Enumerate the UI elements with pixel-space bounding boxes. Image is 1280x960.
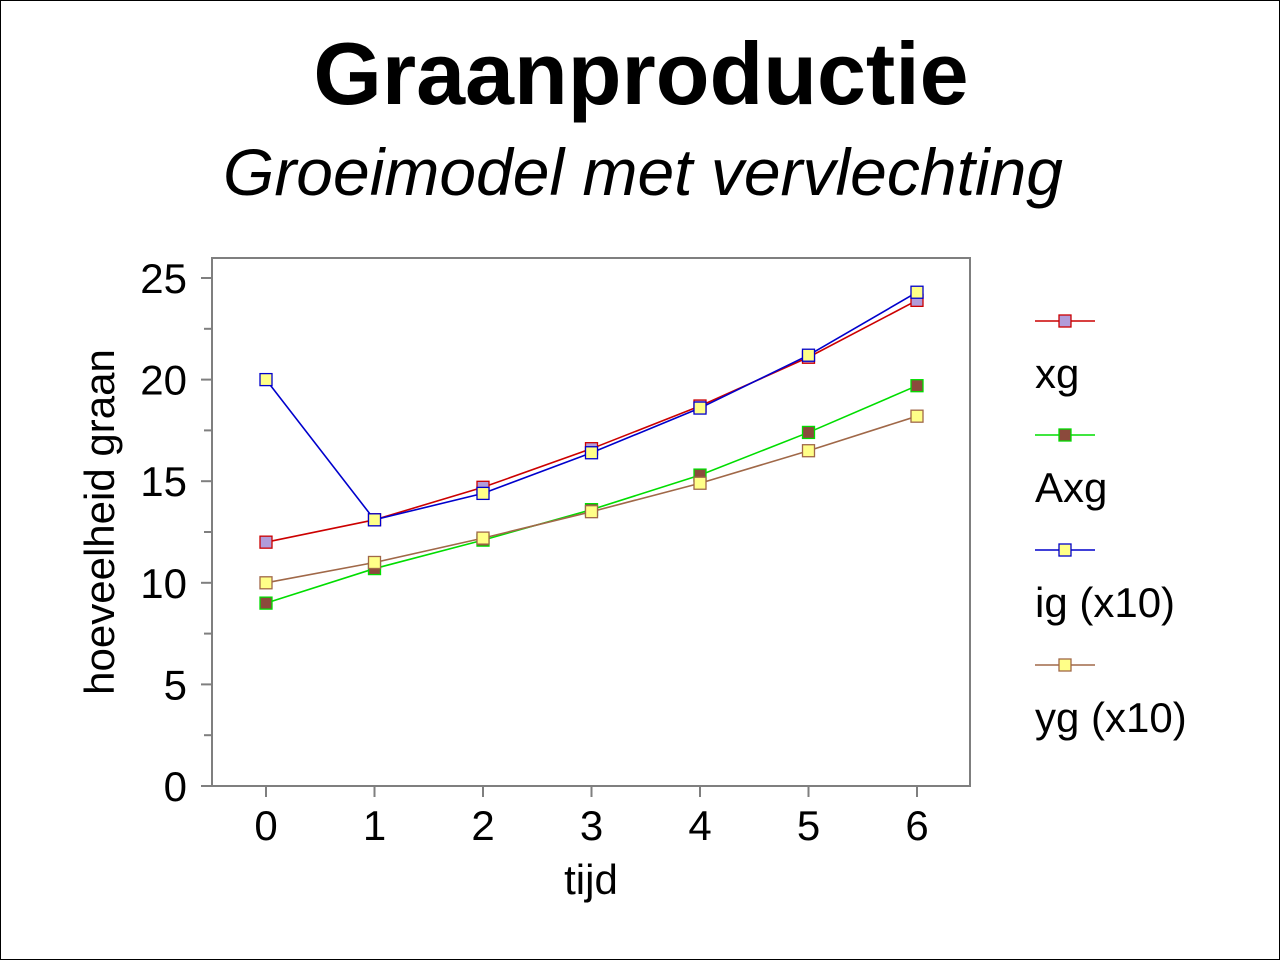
y-tick-label: 5 [164,661,187,708]
x-axis: 0 1 2 3 4 5 6 [254,786,929,849]
y-axis: 0 5 10 15 20 25 [140,255,212,810]
chart-subtitle: Groeimodel met vervlechting [223,135,1063,209]
data-point [693,476,707,490]
data-point [367,555,382,570]
legend-label: yg (x10) [1035,694,1187,741]
x-tick-label: 5 [797,802,820,849]
series-3 [259,285,924,527]
x-tick-label: 2 [471,802,494,849]
legend-swatch-marker [1058,658,1072,672]
legend-item: Axg [1035,428,1107,511]
series-group [259,285,924,610]
legend-item: ig (x10) [1035,543,1175,626]
y-tick-label: 15 [140,458,187,505]
y-axis-label: hoeveelheid graan [76,349,123,695]
x-tick-label: 0 [254,802,277,849]
data-point [584,446,599,460]
plot-area [211,257,971,787]
data-point [801,425,816,440]
data-point [476,486,490,501]
data-point [910,285,924,299]
y-tick-label: 20 [140,357,187,404]
y-tick-label: 25 [140,255,187,302]
y-tick-label: 0 [164,763,187,810]
data-point [259,596,273,610]
data-point [910,409,924,423]
legend-swatch-marker [1058,428,1072,442]
data-point [259,576,273,590]
series-4 [259,409,924,590]
data-point [801,348,816,362]
legend-item: yg (x10) [1035,658,1187,741]
x-tick-label: 1 [363,802,386,849]
x-axis-label: tijd [564,856,618,903]
legend-item: xg [1035,314,1095,397]
legend-swatch-marker [1058,314,1072,328]
legend: xg Axg ig (x10) yg (x10) [1035,314,1187,741]
data-point [801,444,816,458]
legend-label: Axg [1035,464,1107,511]
legend-label: xg [1035,350,1079,397]
x-tick-label: 3 [580,802,603,849]
y-tick-label: 10 [140,560,187,607]
data-point [910,379,924,393]
data-point [259,535,273,549]
x-tick-label: 4 [688,802,711,849]
legend-swatch-marker [1058,543,1072,557]
chart-title: Graanproductie [313,24,968,123]
x-tick-label: 6 [905,802,928,849]
legend-label: ig (x10) [1035,579,1175,626]
data-point [584,505,599,519]
data-point [476,531,490,545]
data-point [259,372,273,387]
data-point [367,513,382,527]
data-point [693,401,707,415]
